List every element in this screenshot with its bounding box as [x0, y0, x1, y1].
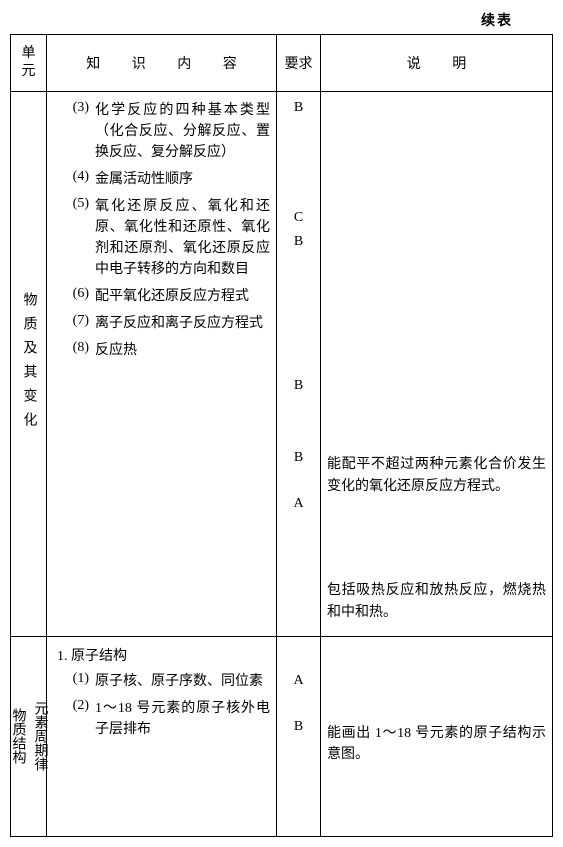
table-row: 元素周期律 物质结构 1. 原子结构 (1) 原子核、原子序数、同位素 (2) … — [11, 636, 553, 836]
item-num: (8) — [51, 340, 95, 361]
req-value: C — [279, 210, 318, 234]
list-item: (4) 金属活动性顺序 — [51, 169, 270, 190]
item-text: 氧化还原反应、氧化和还原、氧化性和还原性、氧化剂和还原剂、氧化还原反应中电子转移… — [95, 196, 270, 280]
unit1-content: (3) 化学反应的四种基本类型（化合反应、分解反应、置换反应、复分解反应） (4… — [47, 92, 277, 636]
list-item: (6) 配平氧化还原反应方程式 — [51, 286, 270, 307]
unit1-note: 能配平不超过两种元素化合价发生变化的氧化还原反应方程式。包括吸热反应和放热反应，… — [321, 92, 553, 636]
list-item: (7) 离子反应和离子反应方程式 — [51, 313, 270, 334]
unit1-name: 物质及其变化 — [11, 92, 47, 636]
note-text: 能配平不超过两种元素化合价发生变化的氧化还原反应方程式。 — [327, 454, 546, 526]
item-num: (5) — [51, 196, 95, 280]
item-text: 离子反应和离子反应方程式 — [95, 313, 270, 334]
item-num: (4) — [51, 169, 95, 190]
item-text: 原子核、原子序数、同位素 — [95, 671, 270, 692]
req-value: B — [279, 450, 318, 496]
unit2-note: 能画出 1～18 号元素的原子结构示意图。 — [321, 636, 553, 836]
note-text — [327, 100, 546, 450]
item-text: 1～18 号元素的原子核外电子层排布 — [95, 698, 270, 740]
item-num: (3) — [51, 100, 95, 163]
list-item: (5) 氧化还原反应、氧化和还原、氧化性和还原性、氧化剂和还原剂、氧化还原反应中… — [51, 196, 270, 280]
req-value: B — [279, 100, 318, 210]
table-row: 物质及其变化 (3) 化学反应的四种基本类型（化合反应、分解反应、置换反应、复分… — [11, 92, 553, 636]
unit1-req: BCBBBA — [277, 92, 321, 636]
syllabus-table: 单元 知 识 内 容 要求 说 明 物质及其变化 (3) 化学反应的四种基本类型… — [10, 34, 553, 837]
note-text: 包括吸热反应和放热反应，燃烧热和中和热。 — [327, 580, 546, 623]
item-num: (6) — [51, 286, 95, 307]
unit2-req: AB — [277, 636, 321, 836]
req-value: B — [279, 378, 318, 450]
header-unit-text: 单元 — [15, 45, 42, 81]
unit2-name: 元素周期律 物质结构 — [11, 636, 47, 836]
item-text: 反应热 — [95, 340, 270, 361]
list-item: (1) 原子核、原子序数、同位素 — [51, 671, 270, 692]
item-text: 配平氧化还原反应方程式 — [95, 286, 270, 307]
note-text — [327, 530, 546, 576]
req-value: B — [279, 719, 318, 779]
note-text: 能画出 1～18 号元素的原子结构示意图。 — [327, 723, 546, 803]
header-unit: 单元 — [11, 35, 47, 92]
req-blank — [279, 645, 318, 673]
unit2-content: 1. 原子结构 (1) 原子核、原子序数、同位素 (2) 1～18 号元素的原子… — [47, 636, 277, 836]
item-text: 金属活动性顺序 — [95, 169, 270, 190]
list-item: (2) 1～18 号元素的原子核外电子层排布 — [51, 698, 270, 740]
list-item: (3) 化学反应的四种基本类型（化合反应、分解反应、置换反应、复分解反应） — [51, 100, 270, 163]
section-heading: 1. 原子结构 — [51, 645, 270, 665]
header-requirement: 要求 — [277, 35, 321, 92]
table-header-row: 单元 知 识 内 容 要求 说 明 — [11, 35, 553, 92]
req-value: B — [279, 234, 318, 378]
unit2-outer: 物质结构 — [8, 708, 28, 764]
note-text — [327, 645, 546, 719]
list-item: (8) 反应热 — [51, 340, 270, 361]
header-note: 说 明 — [321, 35, 553, 92]
req-value: A — [279, 673, 318, 719]
item-text: 化学反应的四种基本类型（化合反应、分解反应、置换反应、复分解反应） — [95, 100, 270, 163]
continuation-label: 续表 — [10, 10, 553, 34]
item-num: (7) — [51, 313, 95, 334]
header-content: 知 识 内 容 — [47, 35, 277, 92]
unit2-inner: 元素周期律 — [30, 701, 50, 771]
item-num: (2) — [51, 698, 95, 740]
req-value: A — [279, 496, 318, 516]
item-num: (1) — [51, 671, 95, 692]
